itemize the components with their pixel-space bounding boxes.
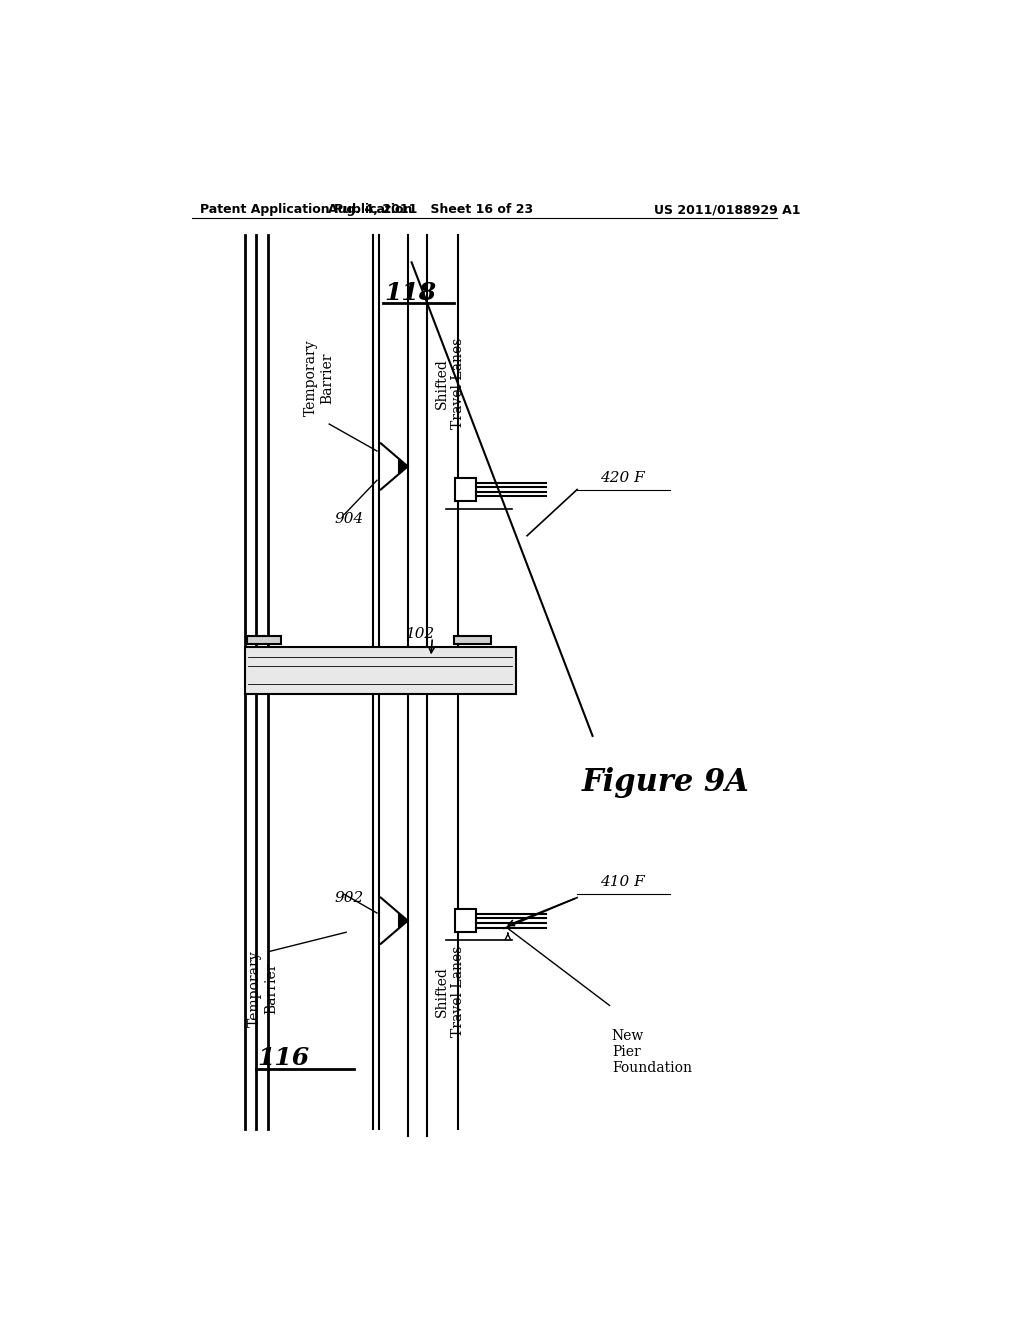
Bar — [247, 636, 282, 644]
Text: Temporary
Barrier: Temporary Barrier — [304, 339, 334, 416]
Text: Shifted
Travel Lanes: Shifted Travel Lanes — [435, 338, 465, 429]
Text: 902: 902 — [335, 891, 364, 904]
Text: Shifted
Travel Lanes: Shifted Travel Lanes — [435, 946, 465, 1038]
Text: US 2011/0188929 A1: US 2011/0188929 A1 — [654, 203, 801, 216]
Text: 420 F: 420 F — [600, 471, 645, 484]
Text: 118: 118 — [385, 281, 437, 305]
Text: 116: 116 — [258, 1045, 309, 1069]
Bar — [454, 636, 490, 644]
Text: Patent Application Publication: Patent Application Publication — [200, 203, 413, 216]
Text: Temporary
Barrier: Temporary Barrier — [248, 950, 279, 1027]
Text: 102: 102 — [406, 627, 435, 642]
Text: Aug. 4, 2011   Sheet 16 of 23: Aug. 4, 2011 Sheet 16 of 23 — [329, 203, 534, 216]
Bar — [455, 909, 476, 932]
Polygon shape — [398, 459, 408, 474]
Text: New
Pier
Foundation: New Pier Foundation — [611, 1028, 692, 1074]
Bar — [455, 478, 476, 502]
Text: Figure 9A: Figure 9A — [582, 767, 750, 797]
Text: 904: 904 — [335, 512, 364, 525]
Bar — [245, 647, 515, 693]
Text: 410 F: 410 F — [600, 875, 645, 890]
Polygon shape — [398, 913, 408, 928]
